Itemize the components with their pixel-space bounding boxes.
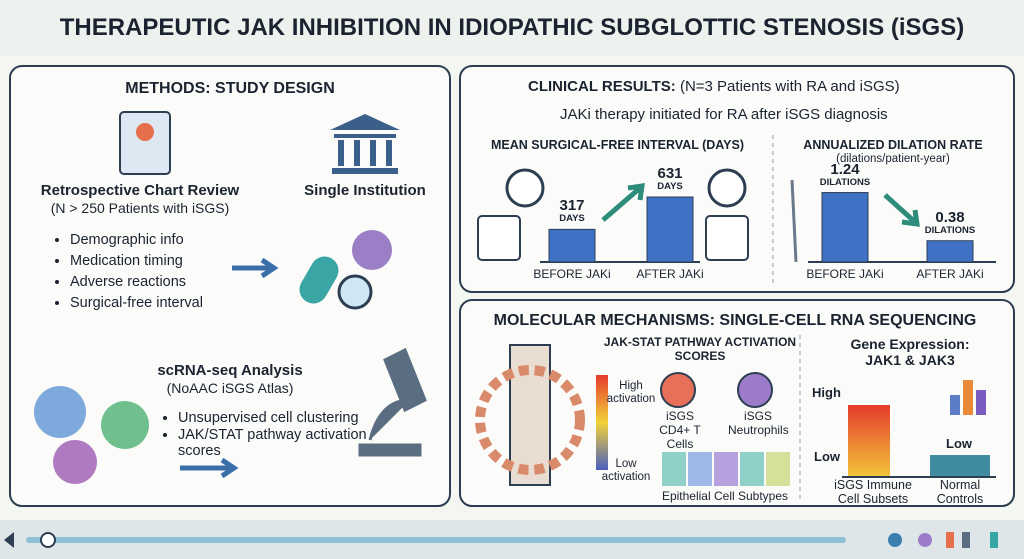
bar-label: Low [946,436,972,451]
scale-label: High activation [606,380,656,406]
cell-label: iSGS CD4+ T Cells [659,409,701,451]
chart-title: ANNUALIZED DILATION RATE [803,138,983,152]
note: JAKi therapy initiated for RA after iSGS… [560,106,888,123]
cell-label: Epithelial Cell Subtypes [661,489,789,503]
section-title: METHODS: STUDY DESIGN [125,80,335,97]
subhead: scRNA-seq Analysis [157,362,303,379]
clipboard-icon [119,111,171,175]
list-item: Unsupervised cell clustering [178,410,368,427]
pill-icon [299,256,339,304]
category-label: BEFORE JAKi [533,267,611,281]
value-label: 631 [657,165,683,182]
unit-label: DILATIONS [924,224,976,236]
category-label: AFTER JAKi [636,267,704,281]
subtext: (N > 250 Patients with iSGS) [50,200,230,216]
progress-handle[interactable] [40,532,56,548]
arrow [180,457,239,479]
activation-scale [596,375,608,470]
microscope-icon [358,347,427,457]
molecule-icon [352,230,392,270]
progress-track[interactable] [26,537,846,543]
subtext: (N=3 Patients with RA and iSGS) [679,78,900,95]
methods-panel [9,65,451,507]
cell-cluster [53,440,97,484]
subhead: Single Institution [304,182,426,199]
page-title: THERAPEUTIC JAK INHIBITION IN IDIOPATHIC… [59,14,965,41]
pie-icon [136,123,154,141]
list-item: Demographic info [70,230,203,251]
calendar-icon [705,215,749,261]
bar [646,196,694,263]
list-item: Adverse reactions [70,272,203,293]
list-item: Medication timing [70,251,203,272]
cell-cluster [101,401,149,449]
unit-label: DAYS [559,213,585,225]
trachea-icon [509,344,551,486]
expression-bar [848,405,890,477]
section-title: MOLECULAR MECHANISMS: SINGLE-CELL RNA SE… [493,312,977,329]
clock-icon [505,168,545,208]
unit-label: DILATIONS [819,176,871,188]
list-item: JAK/STAT pathway activation scores [178,427,368,460]
value-label: 317 [559,197,585,215]
magnifier-icon [337,274,373,310]
institution-icon [330,114,400,174]
header-band [0,0,1024,56]
arrow [232,257,279,279]
clock-icon [707,168,747,208]
axis-label: Low [814,449,840,464]
chart-subtitle: (dilations/patient-year) [836,153,950,165]
subhead: Gene Expression: JAK1 & JAK3 [850,336,970,369]
mini-bars [950,380,986,415]
category-label: AFTER JAKi [916,267,984,281]
expression-bar [930,455,990,477]
unit-label: DAYS [657,181,683,192]
group-label: iSGS Immune Cell Subsets [834,478,912,507]
item-list: Unsupervised cell clusteringJAK/STAT pat… [160,410,368,460]
axis-label: High [812,385,841,400]
category-label: BEFORE JAKi [806,267,884,281]
trend-arrow [601,183,645,222]
value-label: 1.24 [830,160,860,178]
toolbar-icons[interactable] [888,532,998,548]
chart-title: MEAN SURGICAL-FREE INTERVAL (DAYS) [490,138,745,152]
epithelial-icons [662,452,790,486]
neutrophil-icon [737,372,773,408]
cell-cluster [34,386,86,438]
back-button[interactable] [4,532,14,548]
calendar-icon [477,215,521,261]
subhead: Retrospective Chart Review [40,182,240,199]
scale-label: Low activation [601,458,651,484]
clinical-heading: CLINICAL RESULTS: (N=3 Patients with RA … [528,78,900,95]
t-cell-icon [660,372,696,408]
subtext: (NoAAC iSGS Atlas) [166,380,294,396]
dilator-icon [790,179,798,263]
cell-label: iSGS Neutrophils [728,409,789,437]
subhead: JAK-STAT PATHWAY ACTIVATION SCORES [603,335,797,363]
bar [821,192,869,263]
group-label: Normal Controls [936,478,984,507]
section-title: CLINICAL RESULTS: [528,78,676,95]
bar [548,228,596,263]
item-list: Demographic infoMedication timingAdverse… [52,230,203,314]
tissue-ring [475,365,585,475]
trend-arrow [883,193,920,227]
value-label: 0.38 [935,208,965,226]
list-item: Surgical-free interval [70,293,203,314]
bar [926,240,974,263]
